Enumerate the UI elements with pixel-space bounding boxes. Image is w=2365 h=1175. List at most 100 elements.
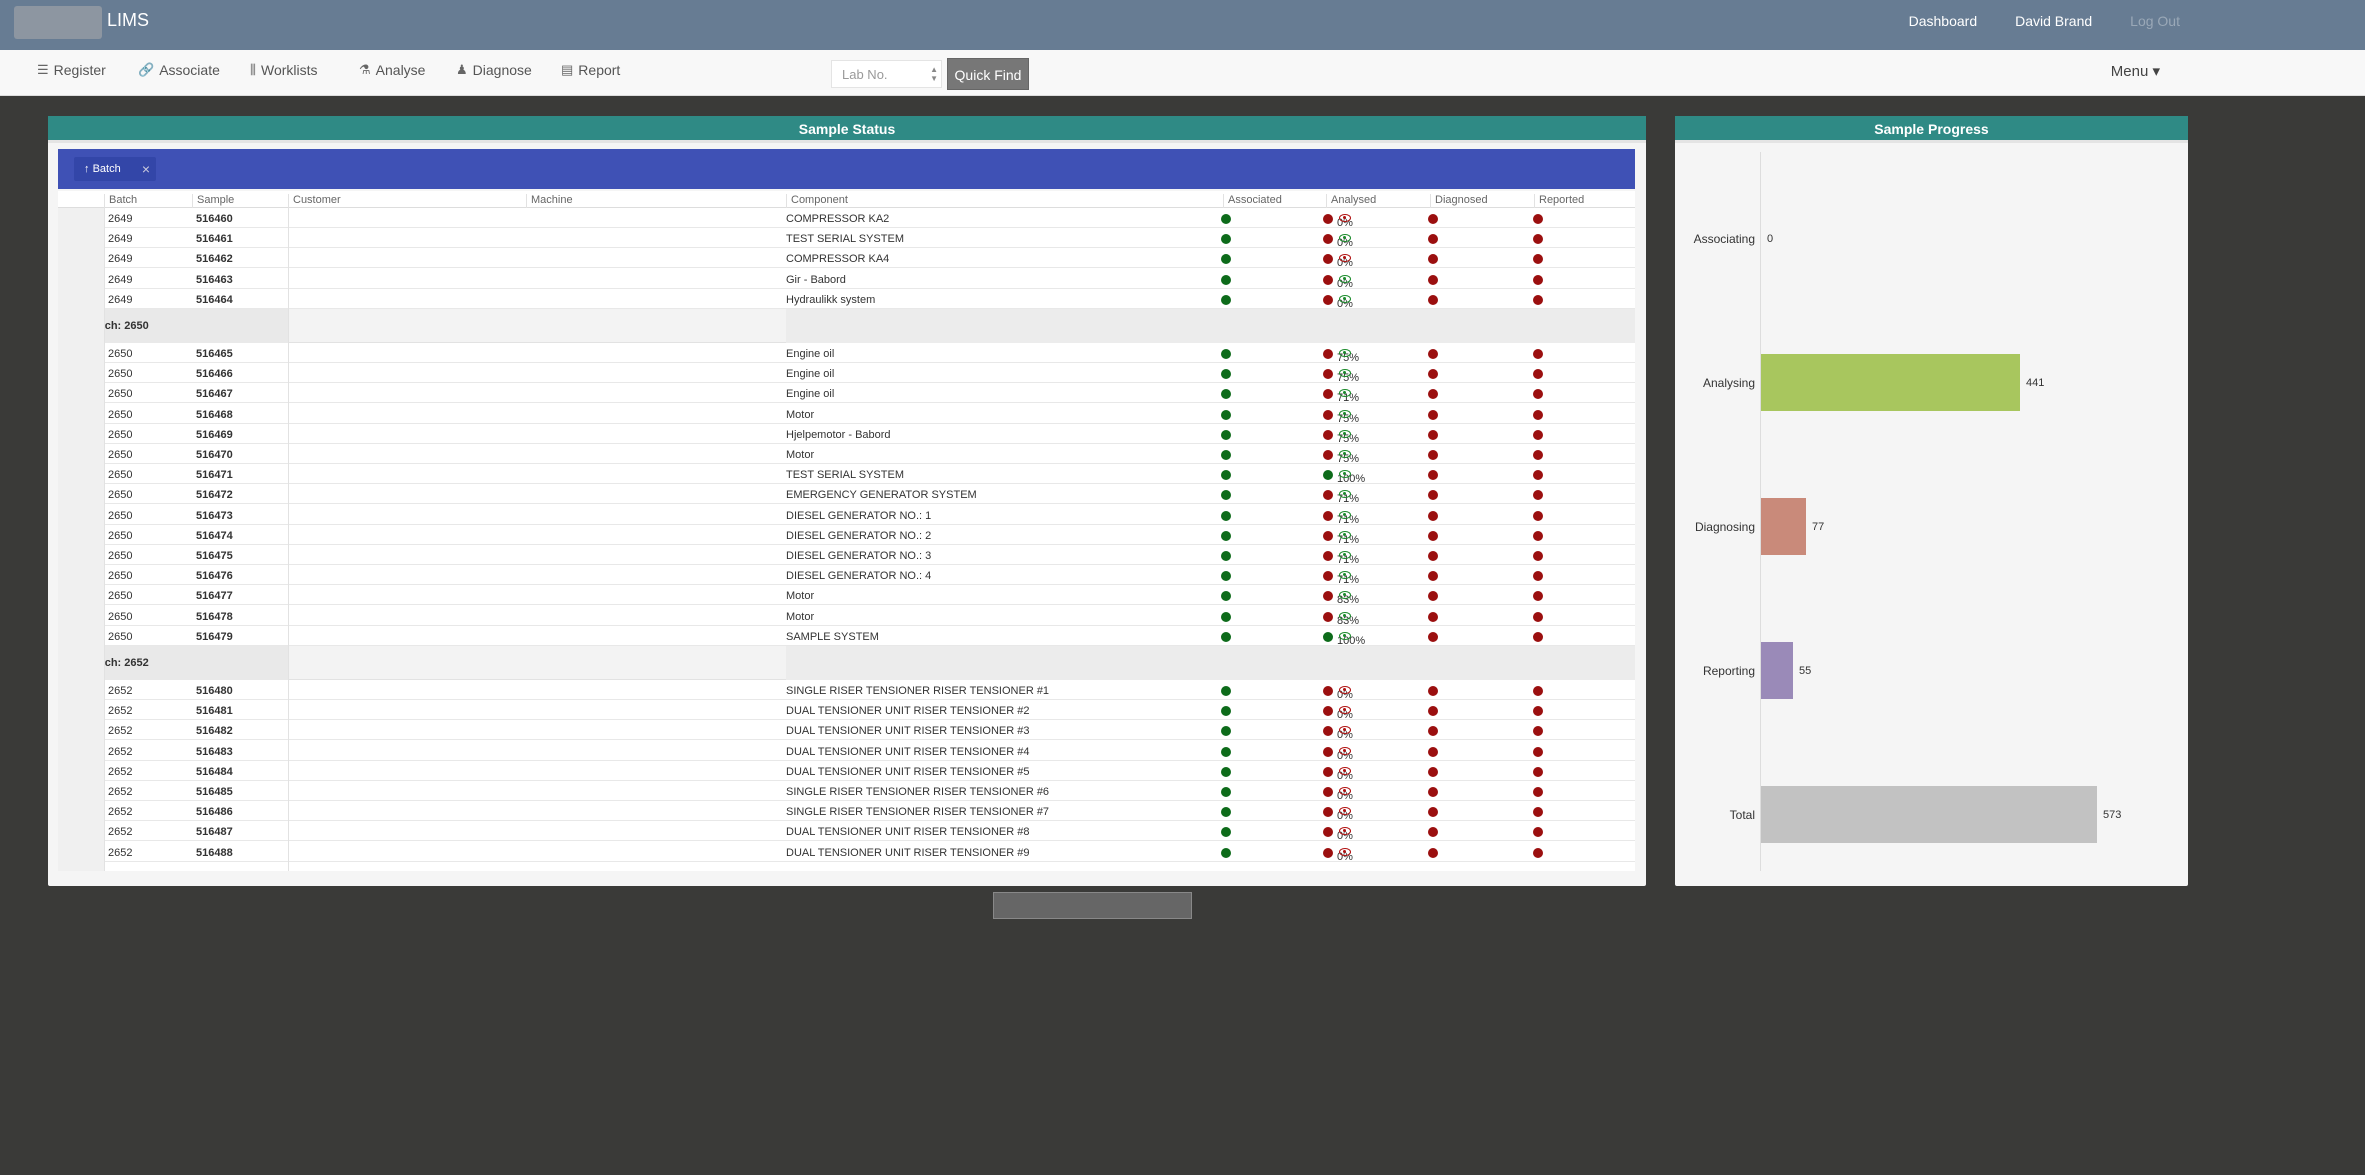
user-link[interactable]: David Brand bbox=[2015, 13, 2093, 29]
column-header[interactable]: Batch bbox=[104, 194, 137, 208]
table-row[interactable]: 2650 516470 Motor 75% bbox=[58, 444, 1635, 465]
nav-associate[interactable]: 🔗 Associate bbox=[138, 62, 220, 78]
dashboard-link[interactable]: Dashboard bbox=[1908, 13, 1978, 29]
eye-icon[interactable] bbox=[1339, 470, 1351, 479]
chart-bar[interactable] bbox=[1761, 786, 2097, 843]
eye-icon[interactable] bbox=[1339, 409, 1351, 418]
sample-cell[interactable]: 516473 bbox=[196, 509, 233, 522]
quick-find-button[interactable]: Quick Find bbox=[947, 58, 1029, 90]
lab-no-input[interactable]: Lab No. ▲ ▼ bbox=[831, 60, 942, 88]
eye-icon[interactable] bbox=[1339, 611, 1351, 620]
sample-cell[interactable]: 516462 bbox=[196, 253, 233, 266]
group-row[interactable]: ◢Batch: 2652 bbox=[58, 646, 1635, 680]
logout-link[interactable]: Log Out bbox=[2130, 13, 2180, 29]
eye-icon[interactable] bbox=[1339, 827, 1351, 836]
eye-icon[interactable] bbox=[1339, 450, 1351, 459]
table-row[interactable]: 2650 516471 TEST SERIAL SYSTEM 100% bbox=[58, 464, 1635, 485]
column-header[interactable]: Associated bbox=[1223, 194, 1282, 208]
table-row[interactable]: 2650 516478 Motor 83% bbox=[58, 606, 1635, 627]
sample-cell[interactable]: 516488 bbox=[196, 846, 233, 859]
nav-register[interactable]: ☰ Register bbox=[37, 62, 106, 78]
column-header[interactable]: Diagnosed bbox=[1430, 194, 1488, 208]
sample-cell[interactable]: 516478 bbox=[196, 610, 233, 623]
table-row[interactable]: 2650 516479 SAMPLE SYSTEM 100% bbox=[58, 626, 1635, 647]
column-header[interactable]: Reported bbox=[1534, 194, 1584, 208]
nav-worklists[interactable]: ⫼ Worklists bbox=[250, 62, 318, 78]
column-header[interactable]: Analysed bbox=[1326, 194, 1376, 208]
sample-cell[interactable]: 516466 bbox=[196, 368, 233, 381]
column-header[interactable]: Sample bbox=[192, 194, 234, 208]
table-row[interactable]: 2650 516472 EMERGENCY GENERATOR SYSTEM 71% bbox=[58, 484, 1635, 505]
table-row[interactable]: 2649 516462 COMPRESSOR KA4 0% bbox=[58, 248, 1635, 269]
sample-cell[interactable]: 516463 bbox=[196, 273, 233, 286]
sample-cell[interactable]: 516469 bbox=[196, 428, 233, 441]
column-header[interactable]: Machine bbox=[526, 194, 573, 208]
table-row[interactable]: 2650 516473 DIESEL GENERATOR NO.: 1 71% bbox=[58, 505, 1635, 526]
eye-icon[interactable] bbox=[1339, 369, 1351, 378]
table-row[interactable]: 2649 516461 TEST SERIAL SYSTEM 0% bbox=[58, 228, 1635, 249]
eye-icon[interactable] bbox=[1339, 294, 1351, 303]
eye-icon[interactable] bbox=[1339, 591, 1351, 600]
sample-cell[interactable]: 516481 bbox=[196, 705, 233, 718]
table-row[interactable]: 2649 516463 Gir - Babord 0% bbox=[58, 269, 1635, 290]
table-row[interactable]: 2652 516488 DUAL TENSIONER UNIT RISER TENS… bbox=[58, 842, 1635, 863]
table-row[interactable]: 2650 516475 DIESEL GENERATOR NO.: 3 71% bbox=[58, 545, 1635, 566]
sample-grid[interactable]: Batch Sample Customer Machine Component Assoc… bbox=[58, 191, 1635, 871]
close-icon[interactable]: × bbox=[141, 161, 150, 177]
table-row[interactable]: 2650 516467 Engine oil 71% bbox=[58, 383, 1635, 404]
eye-icon[interactable] bbox=[1339, 490, 1351, 499]
horizontal-scroll-handle[interactable] bbox=[993, 892, 1192, 919]
table-row[interactable]: 2652 516484 DUAL TENSIONER UNIT RISER TENS… bbox=[58, 761, 1635, 782]
sample-cell[interactable]: 516476 bbox=[196, 570, 233, 583]
sample-cell[interactable]: 516472 bbox=[196, 489, 233, 502]
nav-report[interactable]: ▤ Report bbox=[561, 62, 620, 78]
table-row[interactable]: 2650 516465 Engine oil 75% bbox=[58, 343, 1635, 364]
sample-cell[interactable]: 516464 bbox=[196, 293, 233, 306]
sample-cell[interactable]: 516471 bbox=[196, 469, 233, 482]
sample-cell[interactable]: 516477 bbox=[196, 590, 233, 603]
table-row[interactable]: 2649 516464 Hydraulikk system 0% bbox=[58, 289, 1635, 310]
eye-icon[interactable] bbox=[1339, 530, 1351, 539]
eye-icon[interactable] bbox=[1339, 274, 1351, 283]
sample-cell[interactable]: 516487 bbox=[196, 826, 233, 839]
sample-cell[interactable]: 516474 bbox=[196, 529, 233, 542]
table-row[interactable]: 2650 516476 DIESEL GENERATOR NO.: 4 71% bbox=[58, 565, 1635, 586]
table-row[interactable]: 2649 516460 COMPRESSOR KA2 0% bbox=[58, 208, 1635, 229]
eye-icon[interactable] bbox=[1339, 429, 1351, 438]
chart-bar[interactable] bbox=[1761, 354, 2020, 411]
eye-icon[interactable] bbox=[1339, 686, 1351, 695]
group-chip-batch[interactable]: ↑ Batch × bbox=[74, 157, 156, 181]
table-row[interactable]: 2652 516485 SINGLE RISER TENSIONER RISER T… bbox=[58, 781, 1635, 802]
sample-cell[interactable]: 516486 bbox=[196, 806, 233, 819]
eye-icon[interactable] bbox=[1339, 389, 1351, 398]
group-by-bar[interactable]: ↑ Batch × bbox=[58, 149, 1635, 189]
table-row[interactable]: 2652 516483 DUAL TENSIONER UNIT RISER TENS… bbox=[58, 741, 1635, 762]
eye-icon[interactable] bbox=[1339, 847, 1351, 856]
eye-icon[interactable] bbox=[1339, 746, 1351, 755]
logo[interactable] bbox=[14, 6, 102, 39]
sample-cell[interactable]: 516475 bbox=[196, 550, 233, 562]
eye-icon[interactable] bbox=[1339, 766, 1351, 775]
chart-bar[interactable] bbox=[1761, 642, 1793, 699]
sample-cell[interactable]: 516479 bbox=[196, 630, 233, 643]
eye-icon[interactable] bbox=[1339, 571, 1351, 580]
column-header[interactable]: Component bbox=[786, 194, 848, 208]
nav-analyse[interactable]: ⚗ Analyse bbox=[359, 62, 425, 78]
table-row[interactable]: 2650 516474 DIESEL GENERATOR NO.: 2 71% bbox=[58, 525, 1635, 546]
table-row[interactable]: 2652 516480 SINGLE RISER TENSIONER RISER T… bbox=[58, 680, 1635, 701]
sample-cell[interactable]: 516470 bbox=[196, 449, 233, 461]
sample-cell[interactable]: 516480 bbox=[196, 685, 233, 697]
column-header[interactable]: Customer bbox=[288, 194, 341, 208]
table-row[interactable]: 2652 516482 DUAL TENSIONER UNIT RISER TENS… bbox=[58, 720, 1635, 741]
sample-cell[interactable]: 516484 bbox=[196, 765, 233, 778]
table-row[interactable]: 2652 516486 SINGLE RISER TENSIONER RISER T… bbox=[58, 801, 1635, 822]
table-row[interactable]: 2650 516477 Motor 83% bbox=[58, 585, 1635, 606]
sample-cell[interactable]: 516485 bbox=[196, 786, 233, 798]
table-row[interactable]: 2652 516487 DUAL TENSIONER UNIT RISER TENS… bbox=[58, 821, 1635, 842]
table-row[interactable]: 2652 516481 DUAL TENSIONER UNIT RISER TENS… bbox=[58, 700, 1635, 721]
sample-cell[interactable]: 516482 bbox=[196, 725, 233, 738]
app-title[interactable]: LIMS bbox=[107, 10, 150, 30]
eye-icon[interactable] bbox=[1339, 787, 1351, 796]
sample-cell[interactable]: 516483 bbox=[196, 745, 233, 758]
eye-icon[interactable] bbox=[1339, 254, 1351, 263]
